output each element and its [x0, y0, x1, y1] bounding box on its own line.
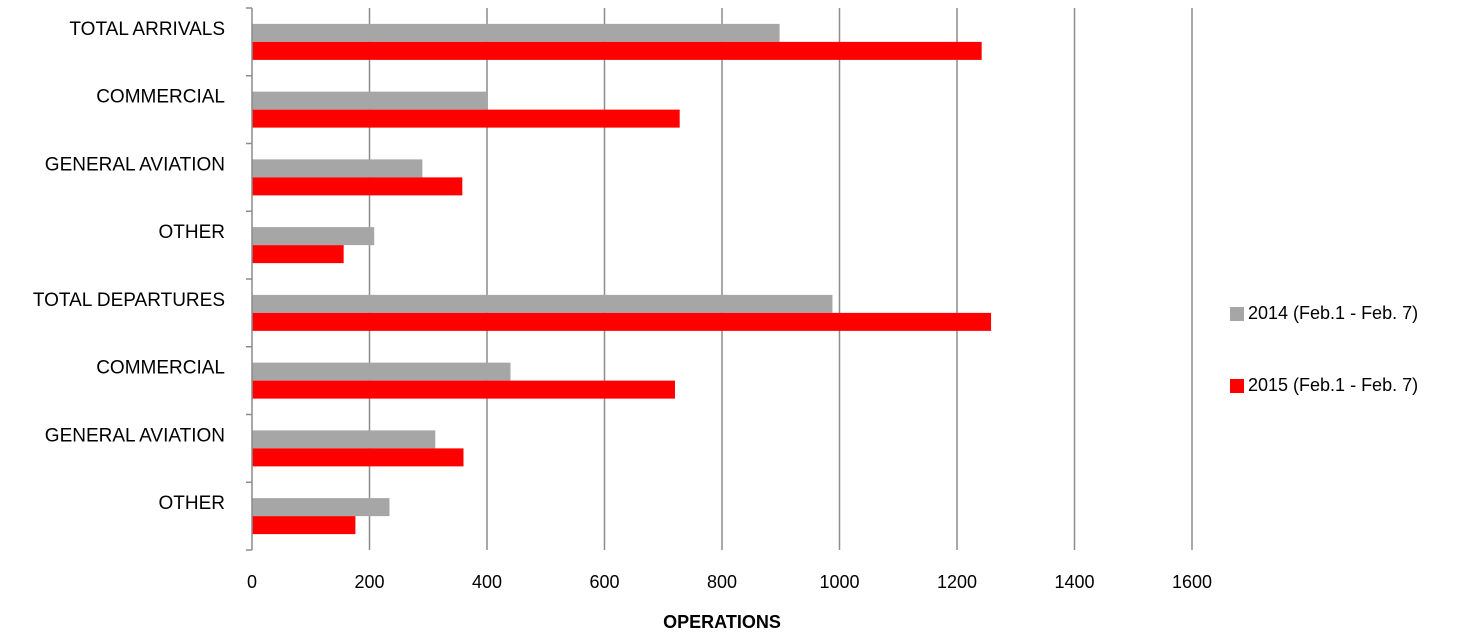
- bar-2014: [252, 91, 487, 110]
- x-tick-label: 1000: [819, 572, 859, 592]
- category-label: COMMERCIAL: [96, 358, 225, 379]
- bar-2015: [252, 109, 680, 128]
- category-label: GENERAL AVIATION: [45, 425, 225, 446]
- legend-label: 2015 (Feb.1 - Feb. 7): [1248, 375, 1418, 395]
- legend-swatch: [1230, 379, 1244, 393]
- legend: 2014 (Feb.1 - Feb. 7) 2015 (Feb.1 - Feb. …: [1230, 303, 1418, 395]
- bar-2015: [252, 177, 463, 196]
- bars: [252, 23, 992, 535]
- x-tick-label: 1600: [1172, 572, 1212, 592]
- bar-2014: [252, 362, 511, 381]
- category-label: TOTAL ARRIVALS: [69, 19, 225, 40]
- bar-2014: [252, 430, 436, 449]
- x-axis-title: OPERATIONS: [663, 612, 781, 632]
- bar-2015: [252, 245, 344, 264]
- legend-swatch: [1230, 307, 1244, 321]
- bar-2015: [252, 516, 356, 535]
- x-tick-label: 1400: [1054, 572, 1094, 592]
- x-tick-label: 600: [589, 572, 619, 592]
- x-tick-label: 200: [354, 572, 384, 592]
- bar-2014: [252, 159, 423, 178]
- category-label: OTHER: [159, 493, 226, 514]
- gridlines: [246, 7, 1193, 551]
- x-tick-label: 400: [472, 572, 502, 592]
- bar-2015: [252, 312, 992, 331]
- category-labels: TOTAL ARRIVALS COMMERCIAL GENERAL AVIATION…: [33, 19, 225, 514]
- bar-2015: [252, 380, 675, 399]
- category-label: COMMERCIAL: [96, 87, 225, 108]
- x-tick-label: 1200: [937, 572, 977, 592]
- bar-2015: [252, 448, 464, 467]
- legend-label: 2014 (Feb.1 - Feb. 7): [1248, 303, 1418, 323]
- category-label: TOTAL DEPARTURES: [33, 290, 225, 311]
- x-tick-label: 0: [247, 572, 257, 592]
- x-axis-ticks: 0 200 400 600 800 1000 1200 1400 1600: [247, 572, 1212, 592]
- bar-2014: [252, 23, 780, 42]
- category-label: OTHER: [159, 222, 226, 243]
- bar-2014: [252, 498, 390, 517]
- x-tick-label: 800: [707, 572, 737, 592]
- bar-2014: [252, 294, 833, 313]
- bar-2015: [252, 41, 982, 60]
- category-label: GENERAL AVIATION: [45, 154, 225, 175]
- bar-2014: [252, 227, 375, 246]
